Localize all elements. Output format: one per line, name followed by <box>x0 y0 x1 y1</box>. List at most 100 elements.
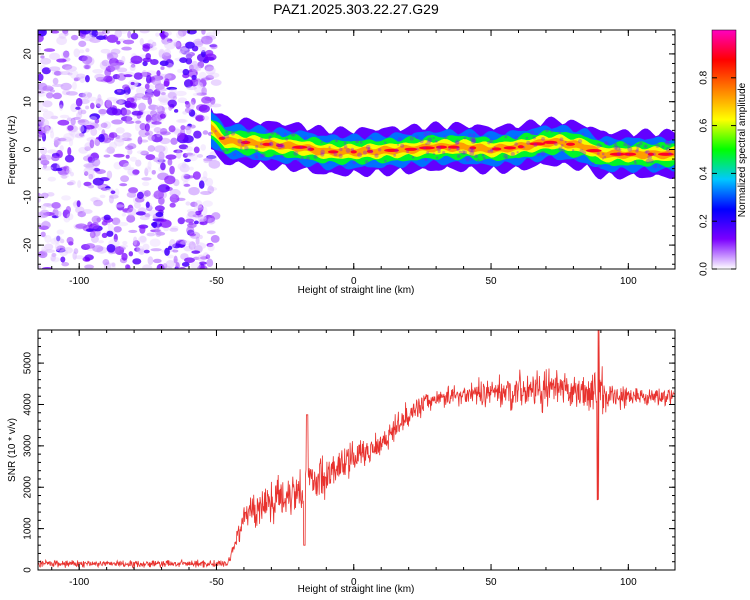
noise-cell <box>152 218 165 222</box>
noise-cell <box>71 81 77 90</box>
noise-cell <box>126 191 137 198</box>
noise-cell <box>59 100 64 109</box>
ridge-speckle <box>635 149 639 153</box>
snr-y-ticks: 0 1000 2000 3000 4000 5000 <box>23 329 675 573</box>
noise-cell <box>157 97 168 102</box>
snr-y-tick-label: 0 <box>23 567 34 573</box>
spectrogram-x-axis-label: Height of straight line (km) <box>298 285 415 296</box>
noise-cell <box>79 30 91 35</box>
snr-y-axis-label: SNR (10 * v/v) <box>7 418 18 482</box>
noise-cell <box>175 118 188 124</box>
noise-cell <box>96 31 105 36</box>
ridge-speckle <box>397 137 402 142</box>
ridge-speckle <box>634 161 637 165</box>
noise-cell <box>45 92 54 99</box>
noise-cell <box>60 82 72 91</box>
ridge-speckle <box>370 150 374 154</box>
noise-cell <box>126 115 132 124</box>
noise-cell <box>180 240 193 246</box>
noise-cell <box>194 242 207 250</box>
noise-cell <box>164 40 176 50</box>
ridge-speckle <box>384 159 387 163</box>
ridge-speckle <box>367 148 371 152</box>
noise-cell <box>125 154 130 159</box>
noise-cell <box>111 217 121 226</box>
noise-cell <box>168 88 177 93</box>
noise-cell <box>95 76 106 82</box>
ridge-speckle <box>526 140 531 145</box>
noise-cell <box>41 166 54 171</box>
ridge-speckle <box>635 143 641 149</box>
colorbar-gradient <box>711 29 737 270</box>
ridge-peak <box>565 142 576 146</box>
snr-y-tick-label: 5000 <box>23 352 34 375</box>
noise-cell <box>167 254 175 259</box>
noise-cell <box>116 89 122 93</box>
noise-cell <box>122 39 135 45</box>
ridge-speckle <box>432 152 436 155</box>
ridge-speckle <box>400 143 405 148</box>
noise-cell <box>135 86 146 95</box>
ridge-speckle <box>645 158 651 164</box>
noise-cell <box>176 30 184 39</box>
ridge-speckle <box>343 144 348 149</box>
noise-cell <box>101 220 108 226</box>
noise-cell <box>80 109 87 115</box>
snr-y-tick-label: 1000 <box>23 517 34 540</box>
noise-cell <box>106 243 116 253</box>
noise-cell <box>123 74 133 78</box>
noise-cell <box>90 127 98 136</box>
noise-cell <box>175 239 187 245</box>
ridge-speckle <box>419 139 424 144</box>
colorbar-tick-label: 0.6 <box>699 118 710 132</box>
ridge-speckle <box>471 137 477 143</box>
noise-cell <box>185 218 195 223</box>
ridge-speckle <box>241 142 245 146</box>
noise-cell <box>162 263 168 269</box>
ridge-peak <box>366 149 374 153</box>
noise-cell <box>201 87 207 95</box>
noise-cell <box>75 106 81 110</box>
noise-cell <box>85 228 94 232</box>
ridge-speckle <box>259 142 263 146</box>
noise-cell <box>95 103 101 109</box>
noise-cell <box>79 76 86 83</box>
noise-cell <box>186 208 198 214</box>
noise-cell <box>150 43 157 47</box>
noise-cell <box>185 51 193 59</box>
ridge-speckle <box>627 146 633 152</box>
ridge-speckle <box>456 146 460 150</box>
noise-cell <box>192 214 204 218</box>
noise-cell <box>196 154 204 158</box>
noise-cell <box>171 193 178 199</box>
noise-cell <box>102 259 110 266</box>
noise-cell <box>138 248 146 255</box>
ridge-speckle <box>469 151 475 156</box>
noise-cell <box>51 155 60 162</box>
noise-cell <box>188 166 194 171</box>
ridge-speckle <box>550 130 554 133</box>
noise-cell <box>67 125 74 131</box>
noise-cell <box>142 60 148 67</box>
noise-cell <box>41 248 49 253</box>
noise-cell <box>152 258 162 264</box>
noise-cell <box>211 212 221 220</box>
noise-cell <box>147 256 154 266</box>
ridge-peak <box>447 145 460 149</box>
noise-cell <box>125 137 133 142</box>
noise-cell <box>189 244 195 252</box>
noise-cell <box>61 195 71 201</box>
noise-cell <box>200 144 207 151</box>
noise-cell <box>138 102 146 112</box>
ridge-speckle <box>598 164 602 169</box>
noise-cell <box>70 171 75 177</box>
noise-cell <box>112 98 125 105</box>
noise-cell <box>185 41 195 49</box>
noise-cell <box>106 52 113 57</box>
noise-cell <box>75 223 88 229</box>
ridge-speckle <box>468 157 472 161</box>
noise-cell <box>124 92 129 99</box>
noise-cell <box>157 184 170 193</box>
noise-cell <box>157 159 166 163</box>
noise-cell <box>186 225 195 235</box>
